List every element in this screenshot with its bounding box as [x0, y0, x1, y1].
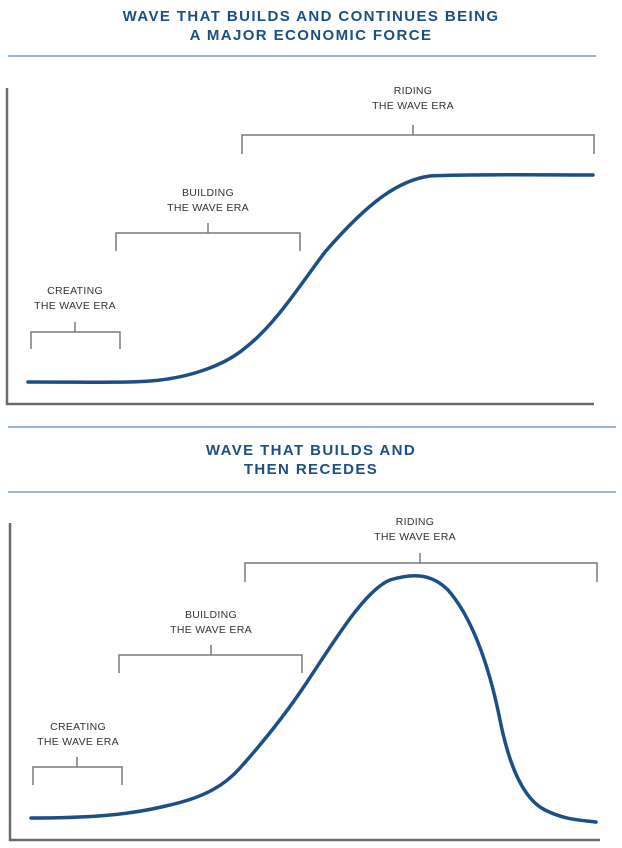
era-label-line: BUILDING [185, 609, 237, 621]
panel-1-title-line-2: A MAJOR ECONOMIC FORCE [189, 27, 433, 44]
panel-1-title-line-1: WAVE THAT BUILDS AND CONTINUES BEING [122, 8, 500, 25]
panel-2-bracket-building [118, 645, 303, 673]
panel-2-title-line-1: WAVE THAT BUILDS AND [205, 442, 417, 459]
panel-2-bracket-riding [244, 553, 598, 582]
panel-2-era-building-label: BUILDING THE WAVE ERA [151, 608, 271, 638]
era-label-line: BUILDING [182, 187, 234, 199]
era-label-line: THE WAVE ERA [372, 100, 454, 112]
era-label-line: THE WAVE ERA [374, 531, 456, 543]
era-label-line: RIDING [395, 516, 435, 528]
panel-1-wave-curve [26, 173, 595, 384]
era-label-line: THE WAVE ERA [37, 736, 119, 748]
era-label-line: THE WAVE ERA [170, 624, 252, 636]
panel-2-title-line-2: THEN RECEDES [243, 461, 379, 478]
era-label-line: CREATING [50, 721, 106, 733]
panel-1-bracket-riding [241, 125, 595, 154]
panel-2-era-creating-label: CREATING THE WAVE ERA [18, 720, 138, 750]
panel-2-axes [8, 523, 600, 842]
era-label-line: RIDING [393, 85, 433, 97]
panel-1-bracket-building [115, 223, 301, 251]
panel-1-era-building-label: BUILDING THE WAVE ERA [148, 186, 268, 216]
panel-1-era-creating-label: CREATING THE WAVE ERA [15, 284, 135, 314]
panel-1-title: WAVE THAT BUILDS AND CONTINUES BEING A M… [0, 7, 622, 45]
panel-1-era-riding-label: RIDING THE WAVE ERA [353, 84, 473, 114]
panel-1-axes [5, 88, 594, 406]
panel-2-wave-curve [29, 574, 598, 824]
panel-1-bracket-creating [30, 322, 121, 349]
panel-2-bracket-creating [32, 757, 123, 785]
panel-2-title: WAVE THAT BUILDS AND THEN RECEDES [0, 441, 622, 479]
era-label-line: THE WAVE ERA [167, 202, 249, 214]
era-label-line: THE WAVE ERA [34, 300, 116, 312]
panel-2-era-riding-label: RIDING THE WAVE ERA [355, 515, 475, 545]
era-label-line: CREATING [47, 285, 103, 297]
